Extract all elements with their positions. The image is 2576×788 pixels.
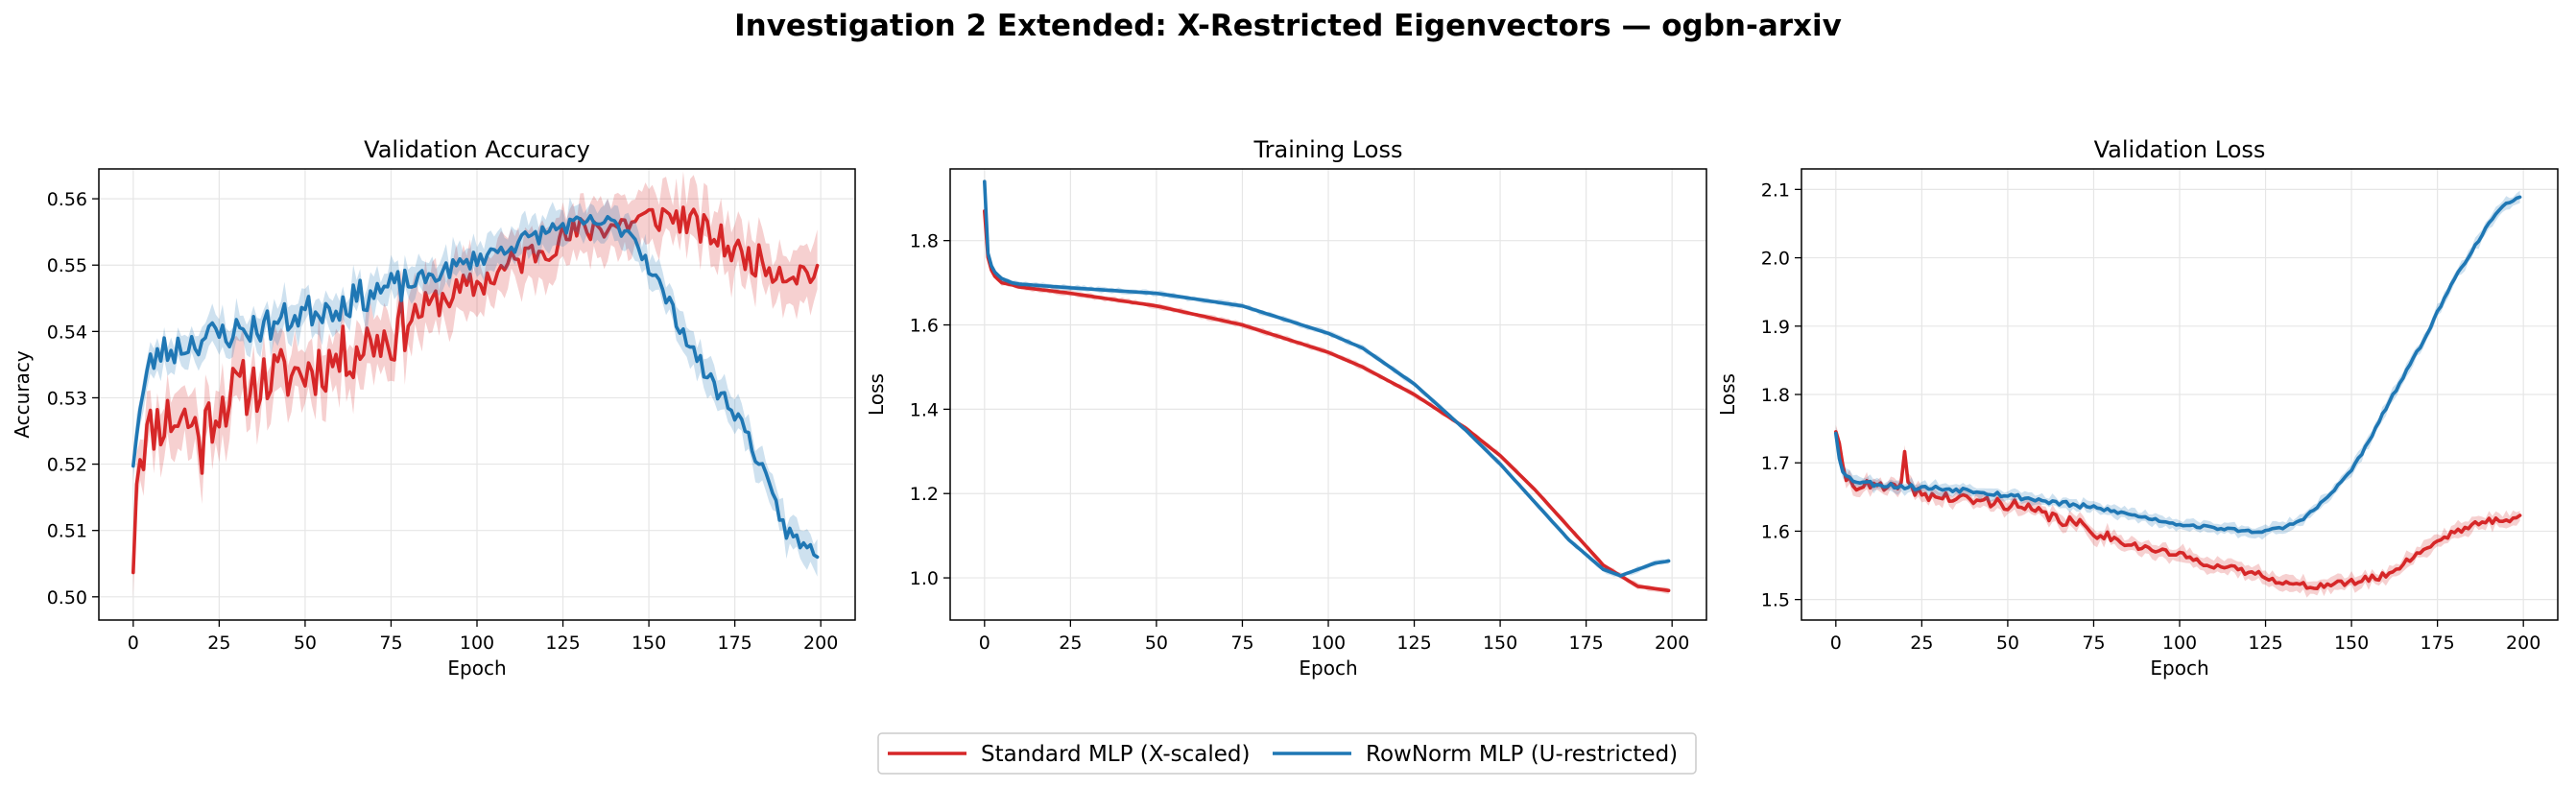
x-tick-label: 150 <box>632 633 666 654</box>
x-tick-label: 75 <box>1230 633 1253 654</box>
y-axis-label: Loss <box>865 373 888 416</box>
series-line-rownorm <box>983 179 1671 578</box>
series-line-standard <box>1834 430 2522 590</box>
y-tick-label: 1.5 <box>1761 590 1790 611</box>
figure-title: Investigation 2 Extended: X-Restricted E… <box>734 9 1842 43</box>
series-band-rownorm <box>132 197 818 577</box>
x-tick-label: 200 <box>2506 633 2540 654</box>
y-tick-label: 0.56 <box>47 189 87 210</box>
series-line-rownorm <box>131 214 820 560</box>
x-axis-label: Epoch <box>2150 657 2208 680</box>
plot-title: Validation Loss <box>2094 136 2266 163</box>
x-tick-label: 75 <box>379 633 402 654</box>
x-tick-label: 0 <box>979 633 990 654</box>
x-tick-label: 100 <box>460 633 494 654</box>
y-tick-label: 1.6 <box>910 316 939 337</box>
y-tick-label: 1.8 <box>910 231 939 252</box>
x-tick-label: 0 <box>1830 633 1842 654</box>
y-tick-label: 2.1 <box>1761 179 1790 201</box>
y-axis-label: Loss <box>1716 373 1739 416</box>
x-tick-label: 50 <box>1996 633 2019 654</box>
legend-label-rownorm: RowNorm MLP (U-restricted) <box>1366 742 1678 767</box>
y-tick-label: 1.2 <box>910 484 939 505</box>
series-line-standard <box>983 209 1671 593</box>
x-tick-label: 150 <box>2334 633 2369 654</box>
x-axis-label: Epoch <box>1299 657 1357 680</box>
x-tick-label: 200 <box>803 633 838 654</box>
x-tick-label: 0 <box>128 633 139 654</box>
y-tick-label: 1.9 <box>1761 317 1790 338</box>
y-tick-label: 0.55 <box>47 255 87 276</box>
y-tick-label: 0.52 <box>47 455 87 476</box>
y-tick-label: 0.53 <box>47 388 87 409</box>
series-line-rownorm <box>1834 195 2522 535</box>
x-tick-label: 50 <box>1145 633 1168 654</box>
y-tick-label: 1.8 <box>1761 385 1790 406</box>
plot-area <box>1834 190 2522 598</box>
x-tick-label: 50 <box>294 633 317 654</box>
x-tick-label: 100 <box>2162 633 2197 654</box>
x-tick-label: 175 <box>718 633 752 654</box>
x-tick-label: 150 <box>1483 633 1517 654</box>
y-tick-label: 0.50 <box>47 587 87 609</box>
plot-area <box>131 171 820 598</box>
x-tick-label: 125 <box>2248 633 2282 654</box>
plot-title: Training Loss <box>1253 136 1403 163</box>
x-tick-label: 200 <box>1655 633 1689 654</box>
x-tick-label: 25 <box>1059 633 1082 654</box>
y-tick-label: 2.0 <box>1761 249 1790 270</box>
x-tick-label: 125 <box>1396 633 1431 654</box>
x-tick-label: 175 <box>2421 633 2455 654</box>
legend-label-standard: Standard MLP (X-scaled) <box>981 742 1251 767</box>
x-tick-label: 175 <box>1569 633 1604 654</box>
plot-area <box>983 179 1671 594</box>
series-line-standard <box>131 205 820 575</box>
plot-training-loss: 0 25 50 75 100 125 150 175 200 1.0 1.2 1.4 1.6 1.8 Tra… <box>865 136 1707 680</box>
x-tick-label: 25 <box>1910 633 1933 654</box>
x-axis-label: Epoch <box>447 657 506 680</box>
legend: Standard MLP (X-scaled) RowNorm MLP (U-r… <box>877 732 1697 775</box>
plot-title: Validation Accuracy <box>364 136 590 163</box>
y-tick-label: 1.6 <box>1761 521 1790 542</box>
x-tick-label: 100 <box>1311 633 1346 654</box>
plots-container: 0 25 50 75 100 125 150 175 200 0.50 0.51 0.52 0.53 0.… <box>11 136 2559 680</box>
y-axis-label: Accuracy <box>11 350 34 438</box>
x-tick-label: 75 <box>2082 633 2105 654</box>
y-tick-label: 1.4 <box>910 399 939 420</box>
plot-validation-loss: 0 25 50 75 100 125 150 175 200 1.5 1.6 1.7 1.8 1.9 2.0… <box>1716 136 2559 680</box>
y-tick-label: 0.51 <box>47 521 87 542</box>
x-tick-label: 125 <box>545 633 580 654</box>
y-tick-label: 1.0 <box>910 568 939 589</box>
plot-validation-accuracy: 0 25 50 75 100 125 150 175 200 0.50 0.51 0.52 0.53 0.… <box>11 136 856 680</box>
y-tick-label: 0.54 <box>47 322 87 343</box>
y-tick-label: 1.7 <box>1761 453 1790 474</box>
x-tick-label: 25 <box>207 633 230 654</box>
